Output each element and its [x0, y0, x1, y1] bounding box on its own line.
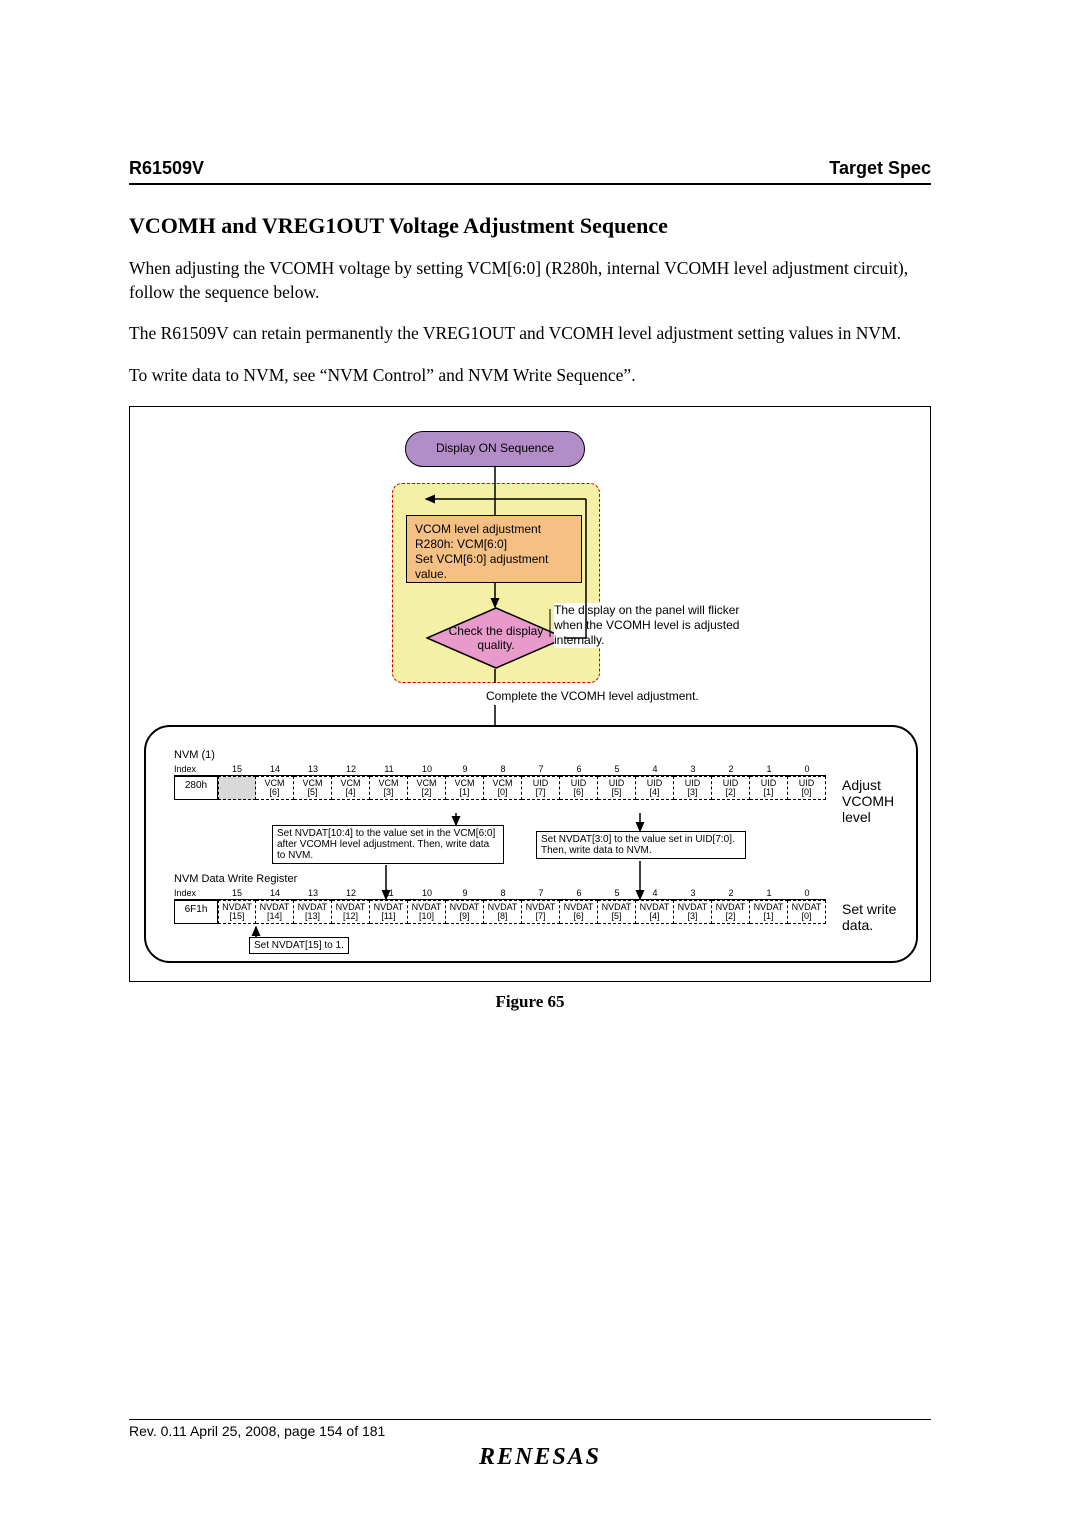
flow-start: Display ON Sequence: [405, 431, 585, 467]
page-footer: Rev. 0.11 April 25, 2008, page 154 of 18…: [129, 1419, 931, 1439]
reg-title-2: NVM Data Write Register: [174, 873, 297, 885]
flow-adjust-line3: Set VCM[6:0] adjustment value.: [415, 552, 573, 582]
page-header: R61509V Target Spec: [129, 158, 931, 185]
reg-note-c: Set NVDAT[15] to 1.: [249, 937, 349, 954]
row1-note: Adjust VCOMH level: [842, 777, 918, 825]
register-row-2: Index15141312111098765432106F1hNVDAT[15]…: [174, 887, 874, 925]
flow-adjust-box: VCOM level adjustment R280h: VCM[6:0] Se…: [406, 515, 582, 583]
register-panel: NVM (1) Index1514131211109876543210280hV…: [144, 725, 918, 963]
flow-complete-text: Complete the VCOMH level adjustment.: [486, 689, 806, 704]
para-1: When adjusting the VCOMH voltage by sett…: [129, 257, 931, 304]
para-2: The R61509V can retain permanently the V…: [129, 322, 931, 346]
section-title: VCOMH and VREG1OUT Voltage Adjustment Se…: [129, 213, 931, 239]
flow-diamond: Check the display quality.: [426, 607, 566, 669]
figure-65: Display ON Sequence VCOM level adjustmen…: [129, 406, 931, 982]
flow-adjust-line2: R280h: VCM[6:0]: [415, 537, 573, 552]
register-row-1: Index1514131211109876543210280hVCM[6]VCM…: [174, 763, 874, 801]
reg-note-b: Set NVDAT[3:0] to the value set in UID[7…: [536, 831, 746, 859]
doc-code: R61509V: [129, 158, 204, 179]
flow-start-label: Display ON Sequence: [436, 441, 554, 456]
doc-type: Target Spec: [829, 158, 931, 179]
row2-note: Set write data.: [842, 901, 918, 933]
para-3: To write data to NVM, see “NVM Control” …: [129, 364, 931, 388]
reg-title-1: NVM (1): [174, 749, 215, 761]
flow-callout: The display on the panel will flicker wh…: [554, 603, 754, 648]
flow-adjust-line1: VCOM level adjustment: [415, 522, 573, 537]
reg-note-a: Set NVDAT[10:4] to the value set in the …: [272, 825, 504, 864]
brand-logo: RENESAS: [0, 1444, 1080, 1471]
figure-caption: Figure 65: [129, 992, 931, 1012]
flow-callout-text: The display on the panel will flicker wh…: [554, 603, 739, 647]
